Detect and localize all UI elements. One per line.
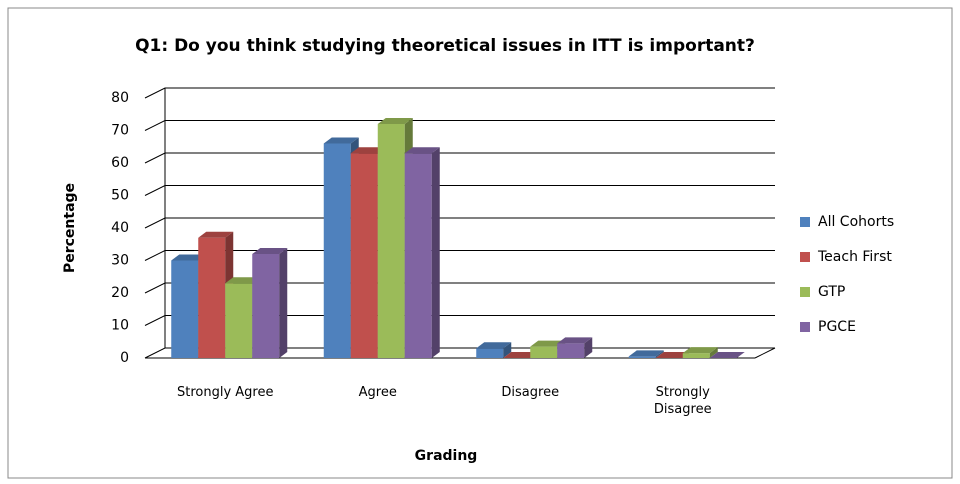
bar-face	[171, 254, 207, 261]
bar	[476, 342, 512, 358]
bar-face	[682, 353, 710, 358]
bar-face	[377, 124, 405, 358]
bar	[557, 337, 593, 358]
bar-face	[225, 283, 253, 358]
bar	[682, 347, 718, 358]
chart-border	[7, 7, 953, 479]
bar-face	[557, 337, 593, 344]
floor-edge	[754, 347, 776, 359]
x-tick-label: Strongly Agree	[177, 385, 274, 400]
y-tick-label: 0	[120, 350, 129, 366]
bar-face	[404, 147, 440, 154]
bar-face	[557, 343, 585, 358]
y-tick-label: 30	[111, 253, 129, 269]
bar-face	[628, 356, 656, 358]
y-tick-label: 20	[111, 285, 129, 301]
bar-face	[323, 143, 351, 358]
bar-face	[279, 248, 288, 358]
bar-face	[404, 153, 432, 358]
y-tick-label: 40	[111, 220, 129, 236]
bar-face	[709, 347, 718, 358]
y-tick-label: 50	[111, 188, 129, 204]
legend-swatch	[800, 287, 810, 297]
x-tick-label: Strongly Disagree	[653, 385, 712, 417]
bar-face	[225, 277, 261, 284]
bar-face	[252, 254, 280, 358]
legend-swatch	[800, 252, 810, 262]
bar-face	[323, 137, 359, 144]
bar-face	[198, 231, 234, 238]
bar-face	[503, 342, 512, 358]
bar-face	[350, 147, 386, 154]
bar-face	[655, 352, 691, 358]
bar-face	[431, 147, 440, 358]
bar-face	[252, 248, 288, 254]
y-tick-label: 10	[111, 318, 129, 334]
bar-face	[377, 118, 413, 124]
bar-face	[476, 348, 504, 358]
bar-face	[350, 153, 378, 358]
y-axis-label: Percentage	[62, 183, 78, 273]
bar-face	[198, 237, 226, 358]
bar-face	[682, 347, 718, 354]
y-tick-label: 60	[111, 155, 129, 171]
legend-label: PGCE	[818, 319, 856, 335]
x-tick-label: Disagree	[501, 385, 560, 400]
bar-face	[628, 350, 664, 357]
x-axis-label: Grading	[415, 448, 478, 464]
bar-face	[476, 342, 512, 349]
bar-face	[709, 352, 745, 358]
bar-face	[171, 260, 199, 358]
legend-swatch	[800, 322, 810, 332]
bar-face	[584, 337, 593, 358]
bar-face	[530, 346, 558, 358]
legend-label: Teach First	[817, 249, 892, 265]
bar	[628, 350, 664, 358]
bar	[503, 352, 539, 358]
legend-swatch	[800, 217, 810, 227]
bar	[252, 248, 288, 358]
y-tick-label: 70	[111, 123, 129, 139]
bar-face	[655, 350, 664, 358]
bar-face	[503, 352, 539, 358]
bar	[709, 352, 745, 358]
bar-face	[530, 340, 566, 347]
chart-title: Q1: Do you think studying theoretical is…	[135, 36, 755, 56]
bar	[404, 147, 440, 358]
y-tick-label: 80	[111, 90, 129, 106]
x-tick-label: Agree	[358, 385, 397, 400]
legend-label: GTP	[818, 284, 845, 300]
bar	[655, 352, 691, 358]
legend-label: All Cohorts	[818, 214, 894, 230]
